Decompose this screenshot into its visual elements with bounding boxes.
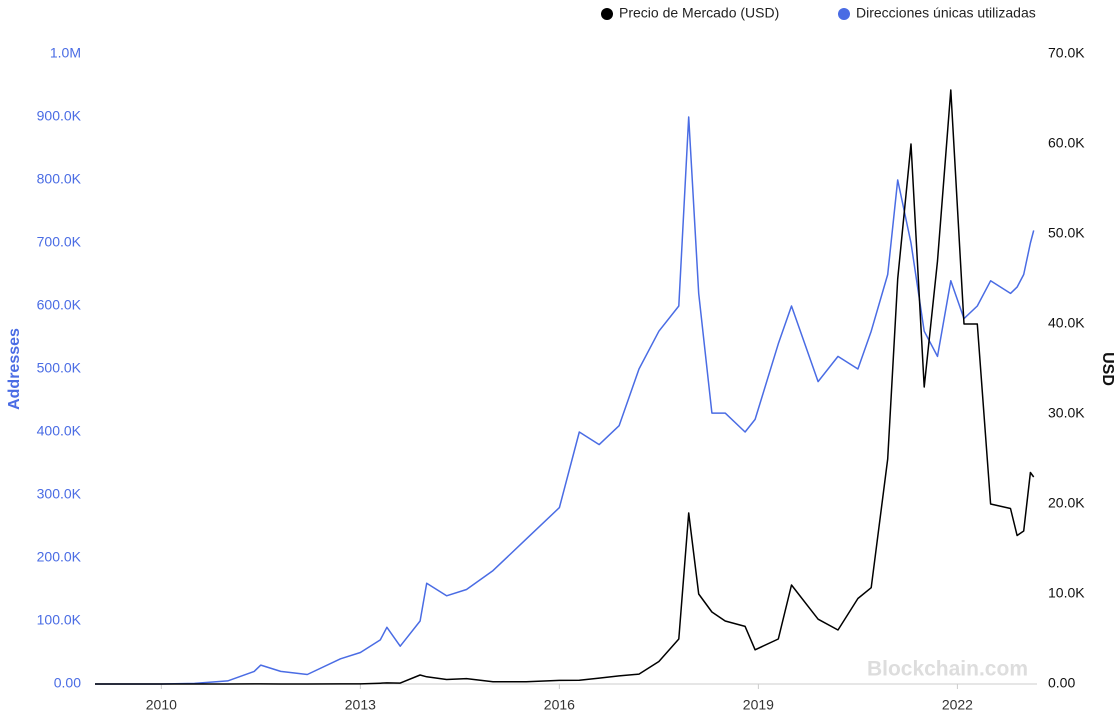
y-tick-label: 300.0K: [37, 486, 82, 502]
y-tick-label: 600.0K: [37, 297, 82, 313]
y-tick-label: 200.0K: [37, 549, 82, 565]
y2-tick-label: 10.0K: [1048, 585, 1085, 601]
series-line: [95, 89, 1035, 685]
y2-tick-label: 20.0K: [1048, 495, 1085, 511]
y2-axis-title: USD: [1099, 352, 1116, 386]
y-tick-label: 1.0M: [50, 45, 81, 61]
y-tick-label: 0.00: [54, 675, 81, 691]
x-tick-label: 2022: [942, 697, 973, 713]
y2-tick-label: 60.0K: [1048, 135, 1085, 151]
legend-marker: [601, 8, 613, 20]
y2-tick-label: 40.0K: [1048, 315, 1085, 331]
series-line: [95, 116, 1035, 685]
x-tick-label: 2016: [544, 697, 575, 713]
y-tick-label: 700.0K: [37, 234, 82, 250]
y2-tick-label: 0.00: [1048, 675, 1075, 691]
watermark: Blockchain.com: [867, 658, 1028, 681]
x-tick-label: 2010: [146, 697, 177, 713]
y-tick-label: 900.0K: [37, 108, 82, 124]
y-tick-label: 400.0K: [37, 423, 82, 439]
y2-tick-label: 70.0K: [1048, 45, 1085, 61]
y2-tick-label: 30.0K: [1048, 405, 1085, 421]
legend-label[interactable]: Direcciones únicas utilizadas: [856, 5, 1036, 21]
legend-label[interactable]: Precio de Mercado (USD): [619, 5, 779, 21]
x-tick-label: 2019: [743, 697, 774, 713]
y-axis-title: Addresses: [6, 328, 23, 410]
y2-tick-label: 50.0K: [1048, 225, 1085, 241]
y-tick-label: 500.0K: [37, 360, 82, 376]
legend-marker: [838, 8, 850, 20]
x-tick-label: 2013: [345, 697, 376, 713]
y-tick-label: 800.0K: [37, 171, 82, 187]
y-tick-label: 100.0K: [37, 612, 82, 628]
